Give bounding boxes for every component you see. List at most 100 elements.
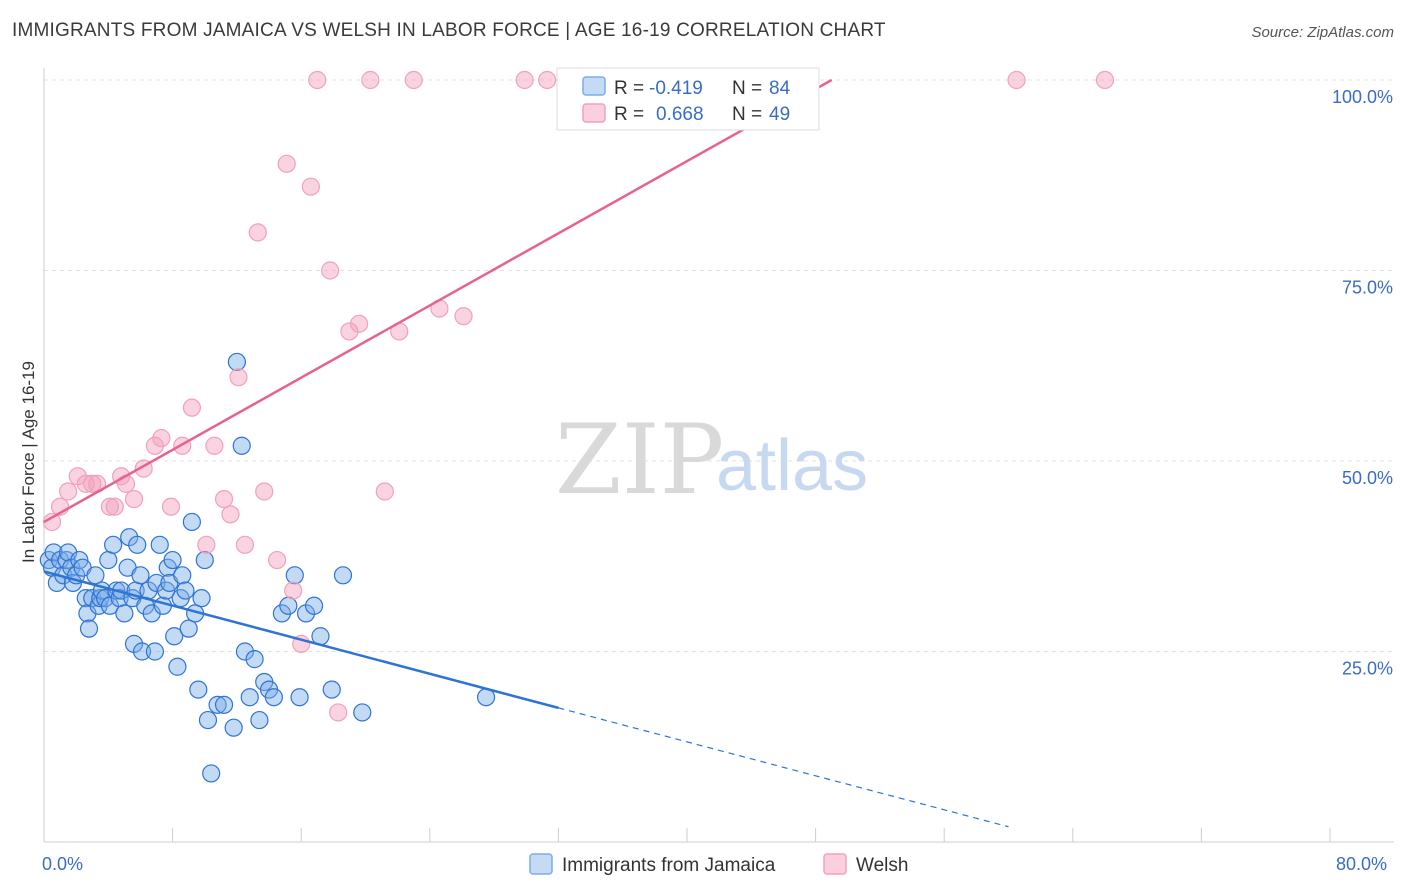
jamaica-point-69 [250,710,269,730]
y-tick-label-3: 100.0% [1332,87,1393,107]
watermark-zip: ZIP [555,404,724,516]
jamaica-point-72 [264,688,283,707]
legend-r-value-jamaica: -0.419 [649,78,703,99]
welsh-point-34 [340,322,359,341]
welsh-point-17 [182,398,201,417]
jamaica-point-56 [189,680,208,699]
jamaica-point-67 [240,688,259,707]
jamaica-point-19 [91,589,110,608]
welsh-point-30 [301,177,320,196]
y-tick-label-2: 75.0% [1342,278,1393,298]
jamaica-point-42 [150,535,169,554]
trend-lines [43,78,1009,828]
bottom-legend: Immigrants from Jamaica Welsh [529,853,908,876]
series-welsh-points [42,70,1115,722]
welsh-point-48 [1095,70,1115,90]
jamaica-point-58 [195,550,214,570]
welsh-point-27 [277,154,296,173]
welsh-point-33 [329,703,348,722]
welsh-point-31 [308,70,327,90]
jamaica-point-41 [147,573,166,593]
legend-n-label-welsh: N = [732,104,762,125]
jamaica-point-78 [304,596,324,615]
jamaica-point-82 [353,703,372,722]
jamaica-point-73 [272,604,292,623]
welsh-point-25 [255,482,274,501]
jamaica-point-22 [99,550,118,570]
legend-n-value-jamaica: 84 [769,78,791,99]
bottom-legend-swatch-jamaica [529,853,553,875]
welsh-point-19 [205,436,224,455]
trend-line-jamaica-extension [558,707,1009,828]
jamaica-point-23 [100,596,120,615]
welsh-point-18 [197,535,216,554]
y-axis-tick-labels: 25.0% 50.0% 75.0% 100.0% [1332,87,1393,679]
jamaica-point-28 [115,604,134,623]
jamaica-point-68 [245,650,264,669]
welsh-point-11 [124,490,144,509]
welsh-point-7 [100,497,120,516]
legend-swatch-welsh [582,103,606,123]
welsh-point-26 [267,550,287,570]
welsh-point-32 [321,261,340,280]
jamaica-point-15 [79,619,99,638]
bottom-legend-label-jamaica: Immigrants from Jamaica [562,855,776,876]
jamaica-point-76 [290,688,309,707]
legend-box: R = -0.419 N = 84 R = 0.668 N = 49 [556,67,820,131]
welsh-point-23 [235,535,255,554]
jamaica-point-53 [179,619,198,638]
jamaica-point-80 [322,680,341,699]
x-tick-label-min: 0.0% [42,854,83,874]
legend-r-value-welsh: 0.668 [656,104,704,125]
jamaica-point-60 [202,764,221,783]
welsh-point-14 [152,429,171,448]
trend-line-jamaica [43,570,559,710]
jamaica-point-51 [173,566,192,585]
bottom-legend-label-welsh: Welsh [856,855,908,876]
jamaica-point-66 [235,642,255,661]
welsh-point-20 [214,490,234,509]
legend-swatch-jamaica [582,76,606,96]
jamaica-point-35 [131,566,150,585]
watermark-atlas: atlas [716,426,868,506]
welsh-point-43 [538,70,557,90]
source-credit: Source: ZipAtlas.com [1251,24,1394,41]
jamaica-point-34 [128,535,147,554]
jamaica-point-17 [86,566,105,585]
jamaica-point-74 [279,596,298,615]
jamaica-point-24 [104,535,123,554]
jamaica-point-75 [285,566,304,585]
trend-line-welsh [43,78,833,524]
welsh-point-2 [59,482,78,501]
chart-title: IMMIGRANTS FROM JAMAICA VS WELSH IN LABO… [12,20,886,41]
jamaica-point-63 [224,718,243,737]
legend-r-label-welsh: R = [614,104,644,125]
series-jamaica-points [39,352,496,783]
y-axis-title: In Labor Force | Age 16-19 [19,361,38,563]
welsh-point-22 [229,368,248,387]
welsh-point-37 [375,482,394,501]
welsh-point-0 [42,512,62,532]
jamaica-point-40 [145,642,165,661]
welsh-point-39 [404,70,423,90]
jamaica-point-57 [192,589,211,608]
legend-r-label-jamaica: R = [614,78,644,99]
jamaica-point-47 [163,550,182,570]
welsh-point-35 [349,314,369,333]
jamaica-point-48 [165,627,184,646]
welsh-point-8 [105,497,124,516]
jamaica-point-65 [232,436,251,455]
y-tick-label-1: 50.0% [1342,468,1393,488]
welsh-point-28 [284,581,303,600]
welsh-point-13 [145,436,165,455]
legend-n-label-jamaica: N = [732,78,762,99]
jamaica-point-49 [168,657,187,676]
legend-n-value-welsh: 49 [769,104,790,125]
welsh-point-21 [221,505,240,524]
jamaica-point-62 [214,695,234,714]
welsh-point-5 [83,474,102,493]
welsh-point-24 [248,223,267,242]
jamaica-point-54 [182,512,201,532]
welsh-point-36 [361,70,380,90]
